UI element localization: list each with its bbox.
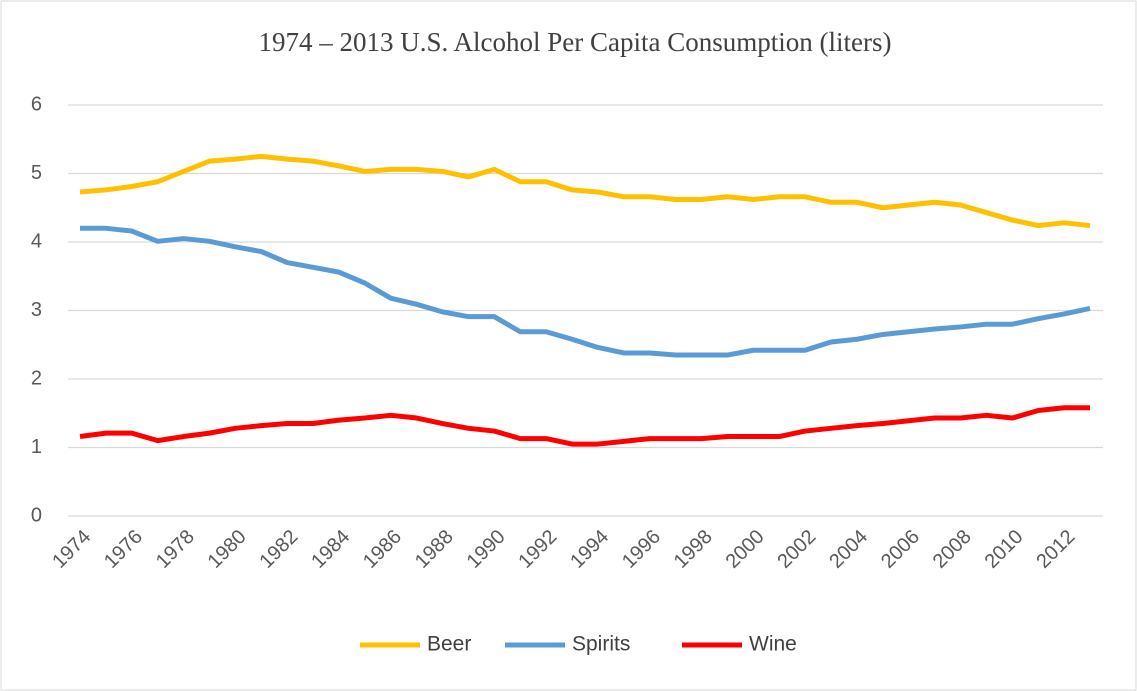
y-tick-label: 6 (31, 93, 42, 115)
line-series (80, 225, 1091, 358)
y-tick-label: 2 (31, 367, 42, 389)
legend-label: Wine (749, 633, 797, 656)
legend-label: Spirits (572, 633, 630, 656)
y-tick-label: 0 (31, 504, 42, 526)
line-series (79, 153, 1091, 229)
y-tick-label: 1 (31, 436, 42, 458)
y-tick-label: 5 (31, 162, 42, 184)
y-tick-label: 3 (31, 299, 42, 321)
chart-title: 1974 – 2013 U.S. Alcohol Per Capita Cons… (259, 27, 892, 57)
legend-label: Beer (427, 633, 471, 656)
y-tick-label: 4 (31, 230, 42, 252)
line-series (79, 405, 1090, 447)
